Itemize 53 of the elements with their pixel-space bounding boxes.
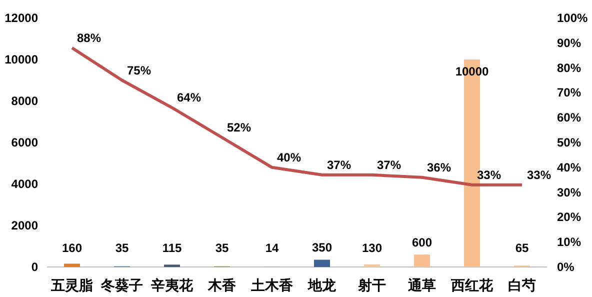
y-tick-label: 12000	[4, 11, 38, 25]
bar	[414, 254, 430, 267]
data-label: 75%	[127, 63, 152, 78]
data-label: 65	[515, 241, 529, 255]
data-label: 36%	[427, 160, 452, 174]
y2-tick-label: 10%	[557, 235, 582, 250]
x-tick-label: 通草	[407, 277, 436, 293]
y2-tick-label: 100%	[557, 11, 588, 25]
y2-tick-label: 20%	[557, 210, 582, 224]
line-series	[70, 46, 524, 186]
x-tick-label: 木香	[207, 277, 237, 293]
x-tick-label: 白芍	[508, 277, 536, 293]
y2-tick-label: 50%	[557, 136, 582, 150]
data-label: 88%	[77, 30, 102, 45]
bar	[314, 260, 330, 267]
y2-tick-label: 30%	[557, 185, 582, 200]
data-label: 10000	[455, 64, 490, 78]
x-tick-label: 五灵脂	[50, 277, 93, 293]
x-tick-label: 冬葵子	[100, 277, 143, 293]
data-label: 64%	[177, 90, 202, 105]
data-label: 130	[362, 241, 382, 255]
y-tick-label: 8000	[11, 94, 38, 108]
y-tick-label: 10000	[4, 52, 38, 66]
data-label: 52%	[227, 120, 252, 135]
x-tick-label: 地龙	[307, 277, 337, 293]
data-label: 160	[62, 241, 82, 255]
y2-tick-label: 90%	[557, 36, 582, 50]
data-label: 33%	[477, 168, 502, 182]
y-tick-label: 0	[31, 260, 38, 274]
x-tick-label: 土木香	[250, 277, 294, 293]
data-label: 35	[215, 241, 229, 255]
data-label: 37%	[377, 158, 402, 172]
data-label: 37%	[327, 158, 352, 172]
bar	[64, 264, 80, 267]
y2-tick-label: 60%	[557, 110, 582, 125]
y2-tick-label: 80%	[557, 60, 582, 75]
y2-tick-label: 0%	[557, 260, 575, 274]
x-tick-label: 射干	[357, 277, 386, 293]
data-label: 40%	[277, 150, 302, 164]
y2-tick-label: 70%	[557, 86, 582, 100]
data-label: 33%	[527, 168, 552, 182]
x-tick-label: 西红花	[450, 277, 494, 293]
x-tick-label: 辛夷花	[150, 277, 194, 293]
y-tick-label: 6000	[11, 136, 38, 150]
data-label: 350	[312, 240, 332, 255]
data-label: 600	[412, 236, 432, 250]
data-label: 35	[115, 241, 129, 255]
y-tick-label: 4000	[11, 177, 38, 191]
data-label: 115	[162, 241, 182, 255]
y2-tick-label: 40%	[557, 160, 582, 174]
bar	[364, 264, 380, 267]
y-tick-label: 2000	[11, 218, 38, 232]
data-label: 14	[265, 241, 279, 255]
